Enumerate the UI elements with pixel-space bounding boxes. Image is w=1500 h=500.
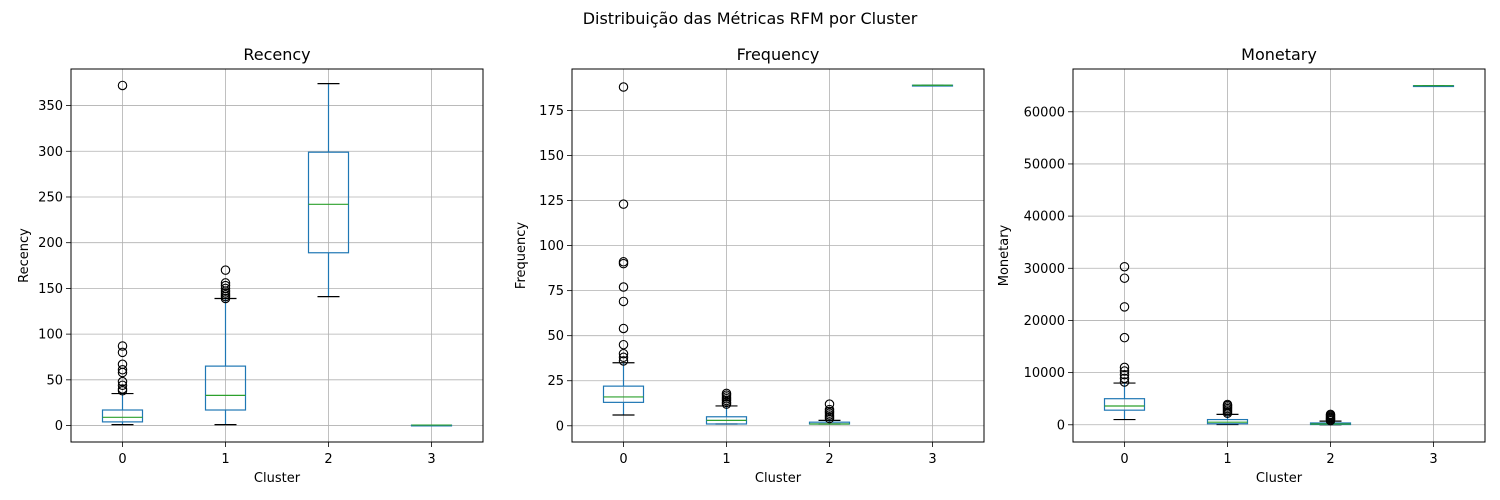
y-tick-label: 175 [539, 104, 564, 119]
x-axis-label: Cluster [254, 471, 301, 486]
outlier-point [1119, 273, 1130, 283]
box-body [204, 365, 247, 411]
outlier-point [117, 365, 128, 375]
outlier-point [117, 80, 128, 91]
y-tick-label: 60000 [1024, 105, 1065, 120]
panel-title: Monetary [1241, 45, 1317, 64]
box-body [1103, 398, 1146, 411]
outlier-point [1119, 302, 1130, 312]
outlier-point [1119, 369, 1130, 380]
y-tick-label: 0 [556, 419, 564, 434]
outlier-point [1119, 366, 1130, 376]
outlier-point [824, 404, 835, 415]
y-tick-label: 50 [46, 373, 63, 388]
y-tick-label: 50000 [1024, 157, 1065, 172]
outlier-point [220, 265, 231, 275]
y-tick-label: 150 [539, 149, 564, 164]
y-tick-label: 350 [38, 99, 63, 114]
panel-recency: 0 1 2 3 0 50 100 150 200 250 300 350 Recency Cluste… [17, 45, 484, 486]
y-tick-label: 250 [38, 190, 63, 205]
outlier-point [618, 339, 629, 350]
y-tick-label: 0 [55, 419, 63, 434]
x-tick-label: 2 [324, 452, 332, 467]
box-body [307, 151, 350, 254]
plot-frame [571, 68, 985, 443]
x-tick-label: 2 [825, 452, 833, 467]
outlier-point [117, 347, 128, 358]
y-tick-label: 75 [547, 284, 564, 299]
outlier-point [117, 384, 128, 394]
y-axis-label: Frequency [514, 222, 529, 289]
outlier-point [1222, 399, 1233, 410]
y-axis-label: Recency [17, 228, 32, 283]
box-body [602, 385, 645, 403]
x-tick-label: 0 [619, 452, 627, 467]
y-tick-label: 25 [547, 374, 564, 389]
x-tick-label: 1 [722, 452, 730, 467]
outlier-point [220, 280, 231, 291]
y-tick-label: 300 [38, 145, 63, 160]
y-tick-label: 125 [539, 194, 564, 209]
y-tick-label: 20000 [1024, 314, 1065, 329]
y-tick-label: 0 [1057, 418, 1065, 433]
outlier-point [618, 296, 629, 307]
outlier-point [1119, 332, 1130, 343]
x-tick-label: 3 [928, 452, 936, 467]
x-axis-label: Cluster [755, 471, 802, 486]
y-tick-label: 100 [539, 239, 564, 254]
panel-frequency: 0 1 2 3 0 25 50 75 100 125 150 175 Frequency Cluste… [514, 45, 985, 486]
outlier-point [1119, 377, 1130, 387]
y-tick-label: 200 [38, 236, 63, 251]
outlier-point [618, 348, 629, 359]
x-tick-label: 0 [1120, 452, 1128, 467]
x-tick-label: 2 [1326, 452, 1334, 467]
box-body [101, 409, 144, 423]
outlier-point [618, 257, 629, 267]
outlier-point [618, 282, 629, 292]
outlier-point [618, 352, 629, 363]
x-tick-label: 1 [221, 452, 229, 467]
plot-frame [1072, 68, 1486, 443]
outlier-point [220, 278, 231, 288]
y-tick-label: 30000 [1024, 262, 1065, 277]
panel-title: Recency [243, 45, 310, 64]
y-tick-label: 10000 [1024, 366, 1065, 381]
x-tick-label: 3 [1429, 452, 1437, 467]
outlier-point [618, 82, 629, 92]
plot-frame [70, 68, 484, 443]
outlier-point [618, 199, 629, 209]
y-tick-label: 50 [547, 329, 564, 344]
figure-title: Distribuição das Métricas RFM por Cluste… [583, 9, 918, 28]
y-tick-label: 40000 [1024, 210, 1065, 225]
outlier-point [618, 323, 629, 334]
outlier-point [117, 359, 128, 370]
y-tick-label: 100 [38, 328, 63, 343]
outlier-point [117, 380, 128, 391]
x-tick-label: 0 [118, 452, 126, 467]
panel-monetary: 0 1 2 3 0 10000 20000 30000 40000 50000 60000 Mone… [997, 45, 1486, 486]
x-tick-label: 1 [1223, 452, 1231, 467]
outlier-point [721, 388, 732, 399]
y-axis-label: Monetary [997, 224, 1012, 286]
outlier-point [618, 356, 629, 366]
outlier-point [824, 399, 835, 409]
outlier-point [1119, 373, 1130, 384]
outlier-point [220, 283, 231, 294]
x-tick-label: 3 [427, 452, 435, 467]
x-axis-label: Cluster [1256, 471, 1303, 486]
panel-title: Frequency [737, 45, 820, 64]
outlier-point [117, 341, 128, 351]
outlier-point [1325, 409, 1336, 420]
outlier-point [117, 376, 128, 387]
outlier-point [1119, 261, 1130, 272]
y-tick-label: 150 [38, 282, 63, 297]
outlier-point [1119, 362, 1130, 373]
